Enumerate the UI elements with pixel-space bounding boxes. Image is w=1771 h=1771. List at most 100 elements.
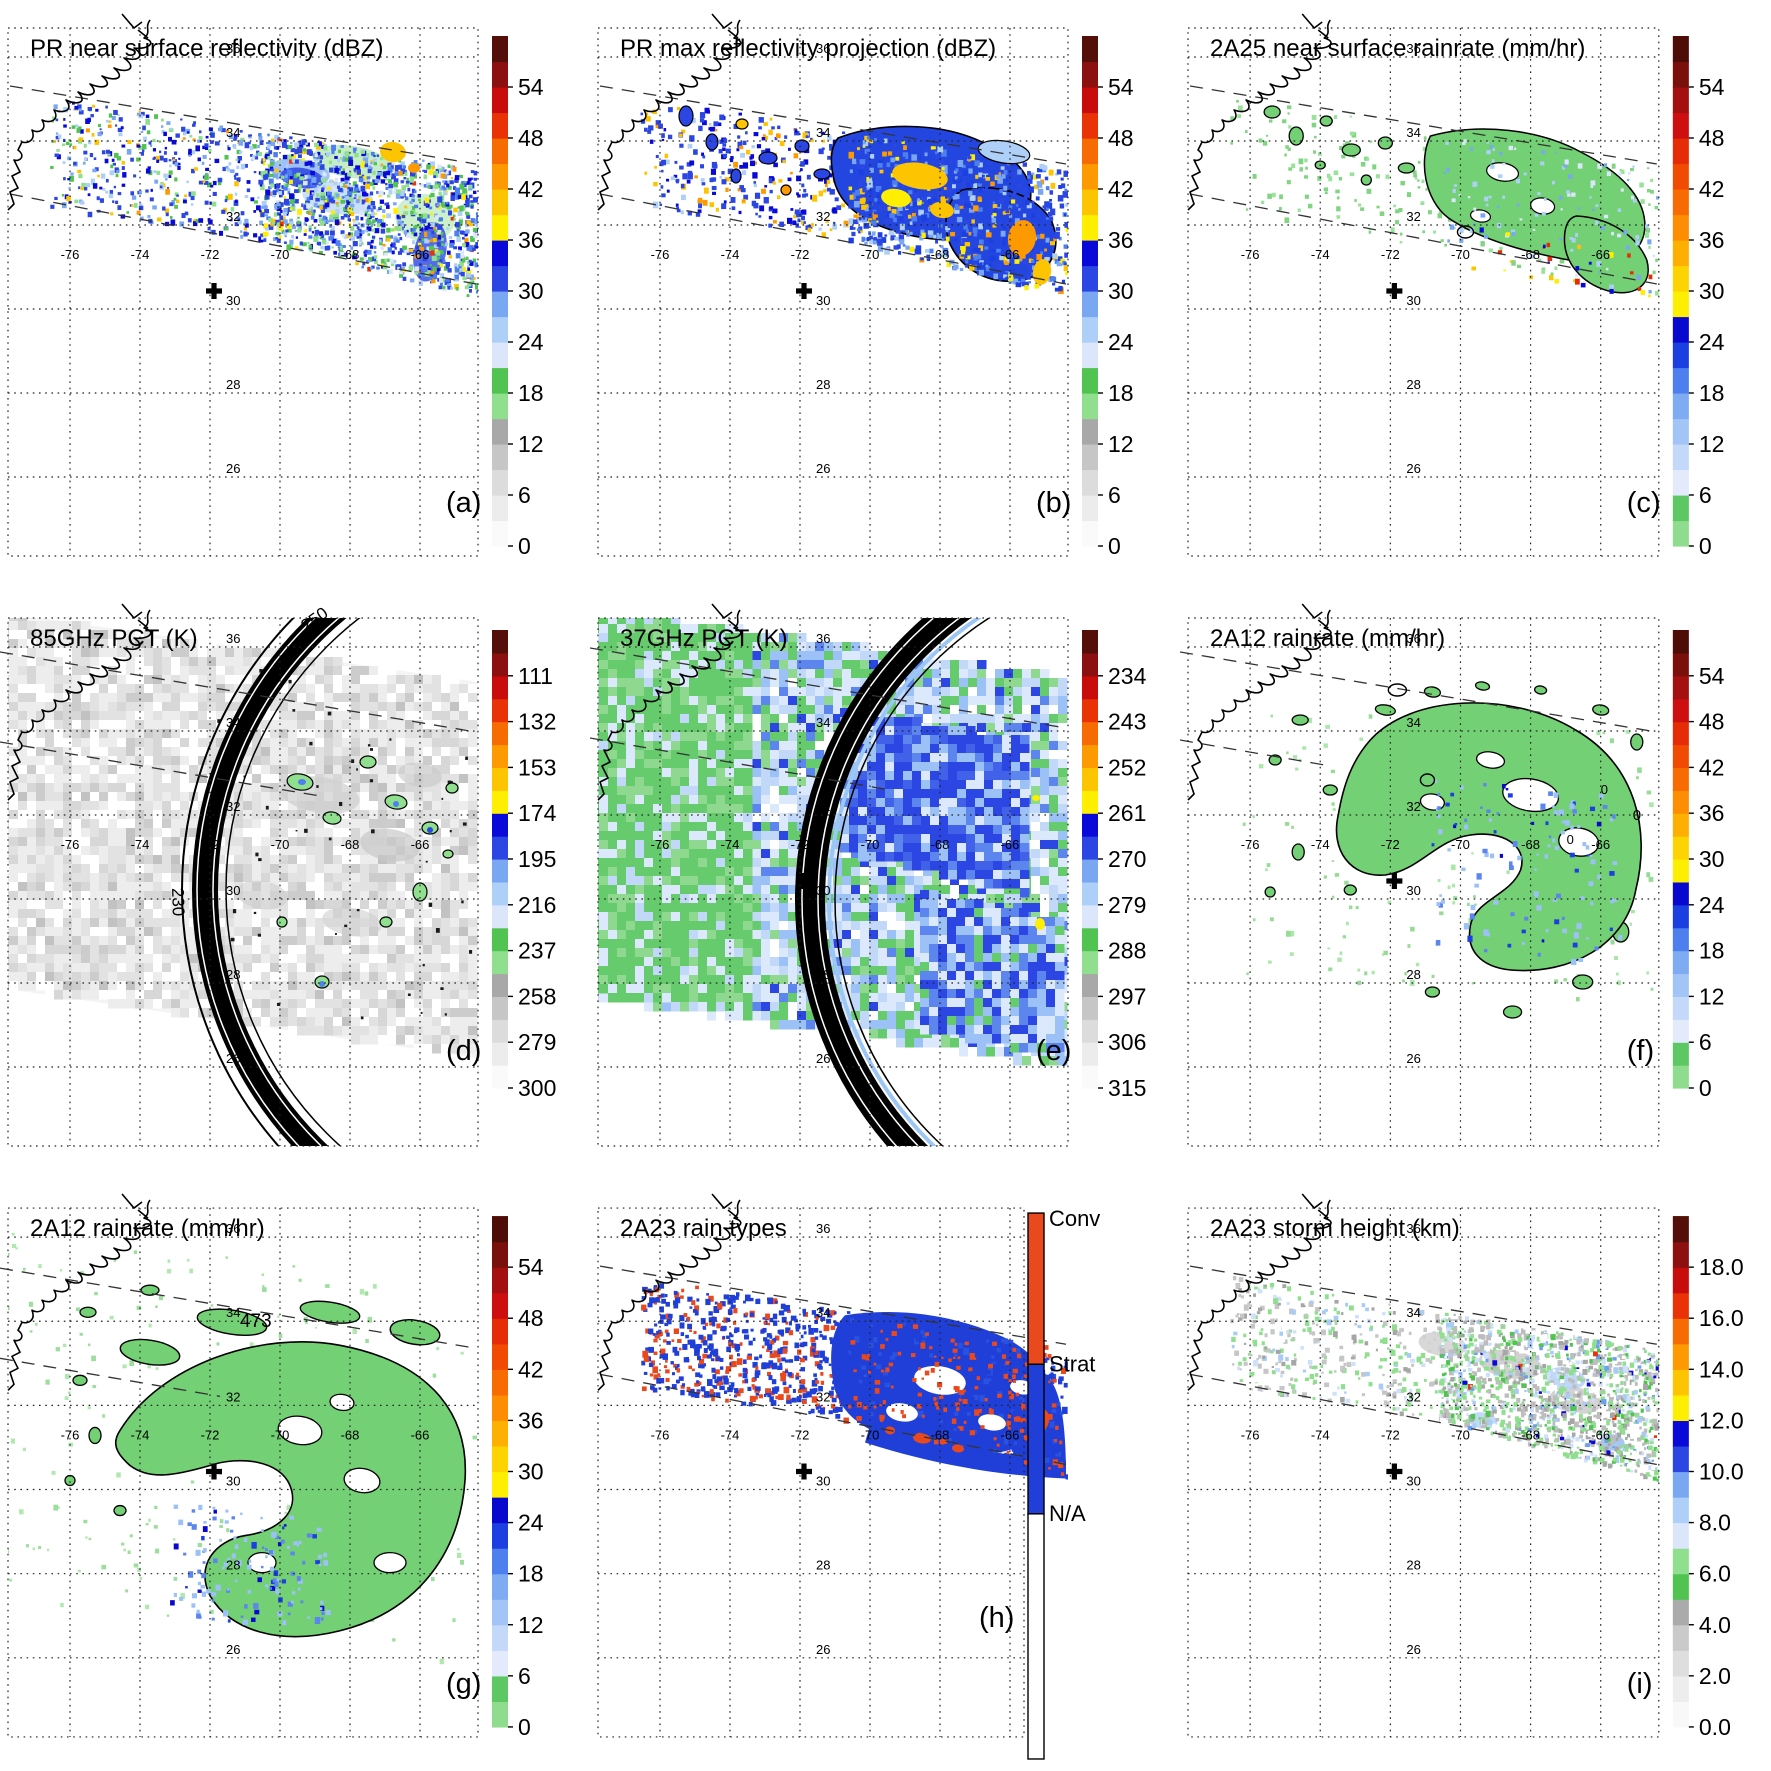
layer-ellipse-6 (1343, 884, 1357, 896)
colorbar-tick-label: 54 (1699, 663, 1725, 689)
colorbar-tick-label: 132 (518, 709, 556, 735)
lat-label: 36 (1406, 631, 1420, 646)
coastline (597, 1193, 742, 1391)
swath-edge-line (1180, 651, 1657, 733)
lat-label: 30 (1406, 293, 1420, 308)
latlon-grid (7, 27, 479, 557)
lat-label: 26 (1406, 1642, 1420, 1657)
panel-e-letter: (e) (1036, 1035, 1071, 1067)
colorbar-category-label: N/A (1049, 1501, 1086, 1526)
panel-h-map: -76 -74 -72 -70 -68 -66 36 34 32 30 28 26 2A23 rain … (590, 1180, 1180, 1771)
layer-ellipse-5 (1035, 918, 1045, 930)
colorbar-tick-label: 36 (518, 227, 544, 253)
panel-a-letter: (a) (446, 487, 481, 519)
coastline (1187, 603, 1332, 801)
contour-ring (1419, 773, 1436, 787)
panel-e: -76 -74 -72 -70 -68 -66 36 34 32 30 28 26 37GHz PCT … (590, 590, 1180, 1180)
lon-label: -68 (1521, 247, 1540, 262)
panel-f-colorbar: 54 48 42 36 30 24 18 12 6 0 (1672, 630, 1725, 1101)
lon-label: -76 (1241, 247, 1260, 262)
swath-edge-line (590, 647, 1067, 729)
layer-ellipse-4 (758, 151, 778, 165)
lon-label: -68 (931, 1427, 950, 1442)
lat-label: 26 (226, 1051, 240, 1066)
panel-a-map: -76 -74 -72 -70 -68 -66 36 34 32 30 28 26 PR near su… (0, 0, 590, 590)
lon-label: -76 (61, 247, 80, 262)
swath-edge-line (0, 651, 477, 733)
swath-edge-line (599, 85, 1067, 165)
panel-i: -76 -74 -72 -70 -68 -66 36 34 32 30 28 26 2A23 storm… (1180, 1180, 1771, 1771)
swath-edge-line (1180, 739, 1331, 767)
layer-ellipse-8 (88, 1426, 102, 1445)
panel-h-letter: (h) (979, 1602, 1014, 1634)
colorbar-tick-label: 18 (1108, 380, 1134, 406)
lon-label: -66 (1591, 247, 1610, 262)
layer-ellipse-3 (1319, 115, 1333, 127)
coastline (7, 1193, 152, 1391)
layer-arc-6 (795, 618, 972, 1146)
layer-ellipse-6 (140, 1284, 160, 1296)
layer-arc-8 (801, 618, 935, 1146)
layer-ellipse-12 (913, 1433, 931, 1444)
panel-d-data (8, 618, 478, 1146)
panel-b-data (640, 105, 1068, 295)
colorbar-tick-label: 6 (518, 482, 531, 508)
lat-label: 32 (816, 1389, 830, 1404)
lon-label: -72 (201, 837, 220, 852)
layer-path-17 (1335, 702, 1642, 972)
layer-ellipse-2 (705, 133, 719, 151)
panel-d-colorbar: 111 132 153 174 195 216 237 258 279 300 (492, 630, 557, 1101)
lat-label: 36 (1406, 41, 1420, 56)
lat-label: 28 (816, 967, 830, 982)
latlon-grid (597, 617, 1069, 1147)
colorbar-tick-label: 0 (518, 533, 531, 559)
coastline (1187, 1193, 1332, 1391)
colorbar-tick-label: 111 (518, 663, 553, 689)
layer-ellipse-7 (1360, 174, 1372, 186)
layer-ellipse-12 (277, 1415, 323, 1446)
colorbar-tick-label: 24 (1699, 329, 1725, 355)
lon-label: -72 (791, 1427, 810, 1442)
layer-ellipse-12 (892, 162, 948, 190)
layer-ellipse-13 (343, 1467, 381, 1494)
lat-label: 30 (226, 1474, 240, 1489)
lon-label: -66 (1001, 837, 1020, 852)
colorbar-tick-label: 36 (1699, 227, 1725, 253)
lon-label: -76 (651, 837, 670, 852)
lat-label: 34 (226, 125, 240, 140)
layer-speckle-0 (50, 101, 261, 239)
layer-ellipse-4 (236, 880, 288, 910)
colorbar-tick-label: 30 (518, 278, 544, 304)
panel-g-colorbar: 54 48 42 36 30 24 18 12 6 0 (492, 1216, 544, 1740)
lon-label: -70 (271, 247, 290, 262)
layer-ellipse-16 (329, 1393, 355, 1412)
lat-label: 34 (1406, 125, 1420, 140)
lat-label: 28 (1406, 967, 1420, 982)
layer-ellipse-4 (1545, 1367, 1586, 1390)
lat-label: 34 (816, 125, 830, 140)
swath-edge-line (1189, 1265, 1657, 1345)
layer-ellipse-7 (978, 1414, 1006, 1431)
layer-ellipse-10 (1533, 685, 1548, 695)
layer-ellipse-14 (247, 1551, 277, 1574)
layer-ellipse-23 (319, 981, 325, 987)
colorbar-tick-label: 12 (1699, 431, 1725, 457)
colorbar-tick-label: 8.0 (1699, 1510, 1731, 1536)
lat-label: 34 (816, 715, 830, 730)
layer-ellipse-15 (1502, 1005, 1523, 1019)
graticule-labels: -76 -74 -72 -70 -68 -66 36 34 32 30 28 26 (1241, 1221, 1610, 1657)
lat-label: 30 (1406, 883, 1420, 898)
storm-center-marker (206, 283, 222, 299)
storm-center-marker (1386, 873, 1403, 889)
panel-b-title: PR max reflectivity projection (dBZ) (620, 35, 996, 62)
colorbar-category-label: Conv (1049, 1206, 1100, 1231)
lat-label: 32 (816, 209, 830, 224)
lat-label: 32 (226, 1389, 240, 1404)
panel-i-colorbar: 18.0 16.0 14.0 12.0 10.0 8.0 6.0 4.0 2.0 0.0 (1672, 1216, 1744, 1740)
lon-label: -70 (1451, 1427, 1470, 1442)
layer-ellipse-5 (79, 1306, 97, 1318)
panel-a-colorbar: 54 48 42 36 30 24 18 12 6 0 (492, 36, 544, 559)
lon-label: -74 (721, 1427, 740, 1442)
colorbar-tick-label: 30 (1699, 846, 1725, 872)
